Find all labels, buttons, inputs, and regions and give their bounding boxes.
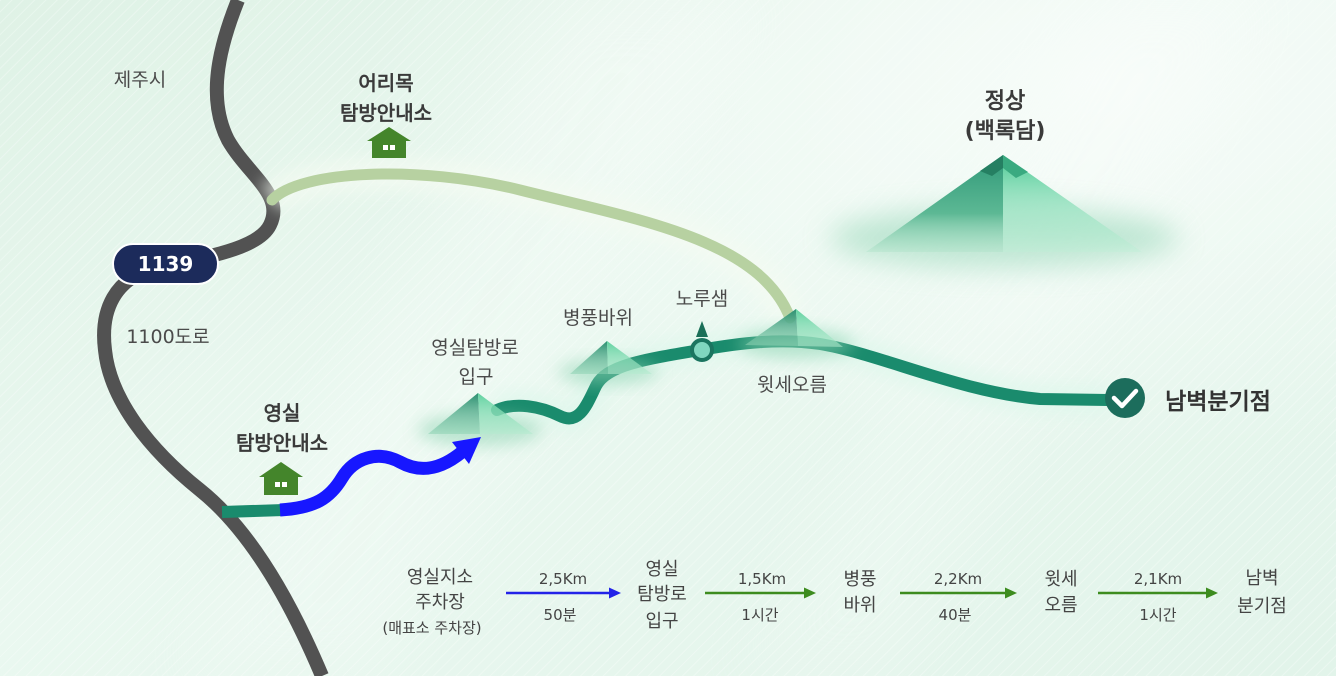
mountain-left-face xyxy=(428,393,480,434)
legend-segment-distance: 1,5Km xyxy=(738,570,786,588)
legend-segment: 2,1Km 1시간 xyxy=(1098,570,1218,624)
mountain-byeongpung-rock xyxy=(558,341,658,384)
check-circle xyxy=(1105,378,1145,418)
legend-segment-arrowhead xyxy=(1005,587,1017,599)
legend-segment-time: 40분 xyxy=(939,606,972,624)
legend-stop-line: 주차장 xyxy=(415,592,465,613)
background-light-band xyxy=(740,0,1260,676)
legend-stop-parking: 영실지소 주차장 (매표소 주차장) xyxy=(382,567,481,637)
pin-circle xyxy=(690,338,714,362)
mountain-left-face xyxy=(570,341,608,374)
house-window xyxy=(383,145,388,150)
check-circle-icon xyxy=(1105,378,1145,418)
house-body xyxy=(264,475,298,495)
mountain-trail-entrance xyxy=(418,393,542,446)
approach-route-line xyxy=(279,446,467,517)
nambyeok-junction-label: 남벽분기점 xyxy=(1165,389,1271,415)
road-badge-pill xyxy=(112,243,219,285)
legend-stop-line: 바위 xyxy=(843,595,876,616)
access-path-from-road xyxy=(221,504,285,518)
summit-label: (백록담) xyxy=(965,119,1046,144)
legend-segment-distance: 2,2Km xyxy=(934,570,982,588)
house-window xyxy=(390,145,395,150)
yeongsil-center-label: 영실 xyxy=(264,401,301,425)
legend-segment-time: 50분 xyxy=(544,606,577,624)
trail-entrance-label: 입구 xyxy=(459,366,494,388)
noru-spring-label: 노루샘 xyxy=(676,288,728,310)
pin-icon xyxy=(690,321,714,362)
approach-route-arrow xyxy=(279,437,481,517)
legend-segment: 1,5Km 1시간 xyxy=(705,570,816,624)
route-legend: 영실지소 주차장 (매표소 주차장) 2,5Km 50분 영실 탐방로 입구 1… xyxy=(382,559,1286,637)
check-mark xyxy=(1111,388,1139,409)
legend-stop-line: 병풍 xyxy=(843,569,876,590)
legend-stop-line: (매표소 주차장) xyxy=(382,619,481,637)
legend-stop-nambyeok-junction: 남벽 분기점 xyxy=(1237,568,1287,617)
road-number-badge: 1139 xyxy=(112,243,219,285)
summit-label: 정상 xyxy=(985,89,1025,114)
legend-segment: 2,5Km 50분 xyxy=(506,570,621,624)
mountain-summit-baengnokdam xyxy=(829,155,1179,268)
legend-stop-trail-entrance: 영실 탐방로 입구 xyxy=(637,559,687,632)
legend-segment: 2,2Km 40분 xyxy=(900,570,1017,624)
mountain-left-face xyxy=(745,309,798,346)
witse-oreum-label: 윗세오름 xyxy=(757,374,827,396)
mountain-peak-cap xyxy=(1003,155,1028,178)
city-label: 제주시 xyxy=(114,69,166,91)
legend-segment-time: 1시간 xyxy=(1139,606,1176,624)
mountain-right-face xyxy=(607,341,652,374)
yeongsil-center-label: 탐방안내소 xyxy=(236,431,328,455)
house-roof xyxy=(259,462,303,477)
mountain-right-face xyxy=(796,309,843,347)
mountain-peak-cap xyxy=(980,155,1003,176)
trail-entrance-label: 영실탐방로 xyxy=(431,337,518,359)
byeongpung-rock-label: 병풍바위 xyxy=(563,307,633,329)
legend-stop-line: 입구 xyxy=(645,611,678,632)
road-label: 1100도로 xyxy=(126,326,209,348)
legend-segment-arrowhead xyxy=(1206,587,1218,599)
legend-stop-line: 탐방로 xyxy=(637,584,687,605)
approach-route-arrowhead xyxy=(452,437,481,464)
legend-segment-distance: 2,5Km xyxy=(539,570,587,588)
legend-stop-line: 영실지소 xyxy=(407,567,473,588)
mountain-witse-oreum xyxy=(738,309,854,358)
legend-segment-arrowhead xyxy=(804,587,816,599)
legend-stop-line: 분기점 xyxy=(1237,596,1287,617)
eorimok-trail xyxy=(266,168,796,324)
legend-segment-distance: 2,1Km xyxy=(1134,570,1182,588)
mountain-right-face xyxy=(1003,155,1142,252)
house-icon xyxy=(259,462,303,495)
legend-stop-line: 윗세 xyxy=(1044,569,1077,590)
house-roof xyxy=(367,127,411,141)
house-body xyxy=(372,139,406,158)
legend-stop-line: 남벽 xyxy=(1245,568,1278,589)
road-badge-number: 1139 xyxy=(138,252,194,276)
legend-stop-byeongpung-rock: 병풍 바위 xyxy=(843,569,876,616)
house-window xyxy=(275,482,280,487)
eorimok-center-label: 어리목 xyxy=(358,71,413,95)
pin-tip xyxy=(696,321,708,337)
mountain-right-face xyxy=(478,393,533,434)
legend-stop-line: 영실 xyxy=(645,559,678,580)
eorimok-center-label: 탐방안내소 xyxy=(340,101,432,125)
background-light-band xyxy=(180,0,760,676)
house-window xyxy=(282,482,287,487)
legend-stop-line: 오름 xyxy=(1044,595,1077,616)
mountain-left-face xyxy=(866,155,1003,252)
legend-segment-arrowhead xyxy=(609,587,621,599)
house-icon xyxy=(367,127,411,158)
legend-stop-witse-oreum: 윗세 오름 xyxy=(1044,569,1077,616)
legend-segment-time: 1시간 xyxy=(741,606,778,624)
